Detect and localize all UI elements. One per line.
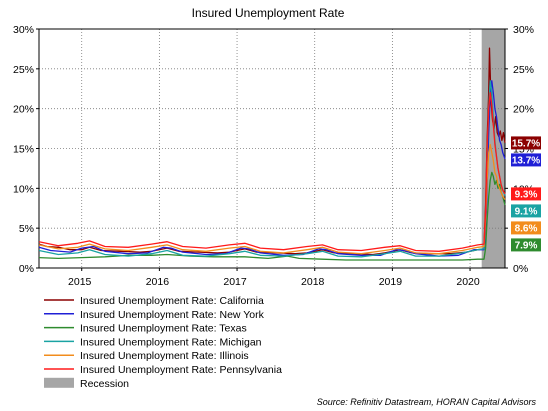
source-note: Source: Refinitiv Datastream, HORAN Capi… <box>317 397 537 407</box>
series-line <box>38 143 506 255</box>
end-value-text: 7.9% <box>515 240 538 251</box>
legend-label-recession: Recession <box>80 378 129 390</box>
y-axis-left: 0% 5% 10% 15% 20% 25% 30% <box>13 24 39 275</box>
y-tick-label-right: 30% <box>513 24 534 36</box>
end-value-text: 9.3% <box>515 189 538 200</box>
y-tick-label-right: 20% <box>513 104 534 116</box>
y-tick-label-left: 30% <box>13 24 34 36</box>
x-tick-label: 2017 <box>223 276 247 288</box>
y-tick-label-left: 10% <box>13 183 34 195</box>
end-value-badge <box>511 136 541 150</box>
y-tick-label-right: 0% <box>513 263 528 275</box>
x-axis: 2015 2016 2017 2018 2019 2020 <box>68 268 480 288</box>
legend-label: Insured Unemployment Rate: Michigan <box>80 336 262 348</box>
plot-area <box>38 28 506 269</box>
end-value-text: 9.1% <box>515 206 538 217</box>
y-tick-label-left: 20% <box>13 104 34 116</box>
end-value-text: 8.6% <box>515 223 538 234</box>
series-line <box>38 171 506 261</box>
legend: Insured Unemployment Rate: California Ins… <box>44 295 282 390</box>
series-line <box>38 80 506 257</box>
legend-label: Insured Unemployment Rate: Pennsylvania <box>80 364 282 376</box>
end-value-badge <box>511 153 541 167</box>
x-tick-label: 2016 <box>146 276 170 288</box>
end-value-text: 15.7% <box>512 138 540 149</box>
end-value-labels: 15.7% 13.7% 9.3% 9.1% 8.6% 7.9% <box>511 136 541 252</box>
chart-title: Insured Unemployment Rate <box>192 6 345 20</box>
end-value-badge <box>511 204 541 218</box>
legend-label: Insured Unemployment Rate: Illinois <box>80 350 249 362</box>
legend-label: Insured Unemployment Rate: New York <box>80 309 265 321</box>
y-tick-label-left: 5% <box>19 223 34 235</box>
y-tick-label-left: 25% <box>13 64 34 76</box>
y-tick-label-left: 0% <box>19 263 34 275</box>
x-tick-label: 2020 <box>456 276 480 288</box>
x-tick-label: 2019 <box>379 276 403 288</box>
end-value-badge <box>511 238 541 252</box>
end-value-text: 13.7% <box>512 155 540 166</box>
series-lines <box>38 47 506 261</box>
legend-label: Insured Unemployment Rate: California <box>80 295 264 307</box>
end-value-badge <box>511 221 541 235</box>
y-tick-label-right: 25% <box>513 64 534 76</box>
end-value-badge <box>511 187 541 201</box>
series-line <box>38 92 506 252</box>
legend-label: Insured Unemployment Rate: Texas <box>80 323 247 335</box>
x-tick-label: 2018 <box>301 276 325 288</box>
y-tick-label-left: 15% <box>13 144 34 156</box>
x-tick-label: 2015 <box>68 276 92 288</box>
legend-swatch-recession <box>44 377 74 388</box>
gridlines <box>39 29 505 268</box>
